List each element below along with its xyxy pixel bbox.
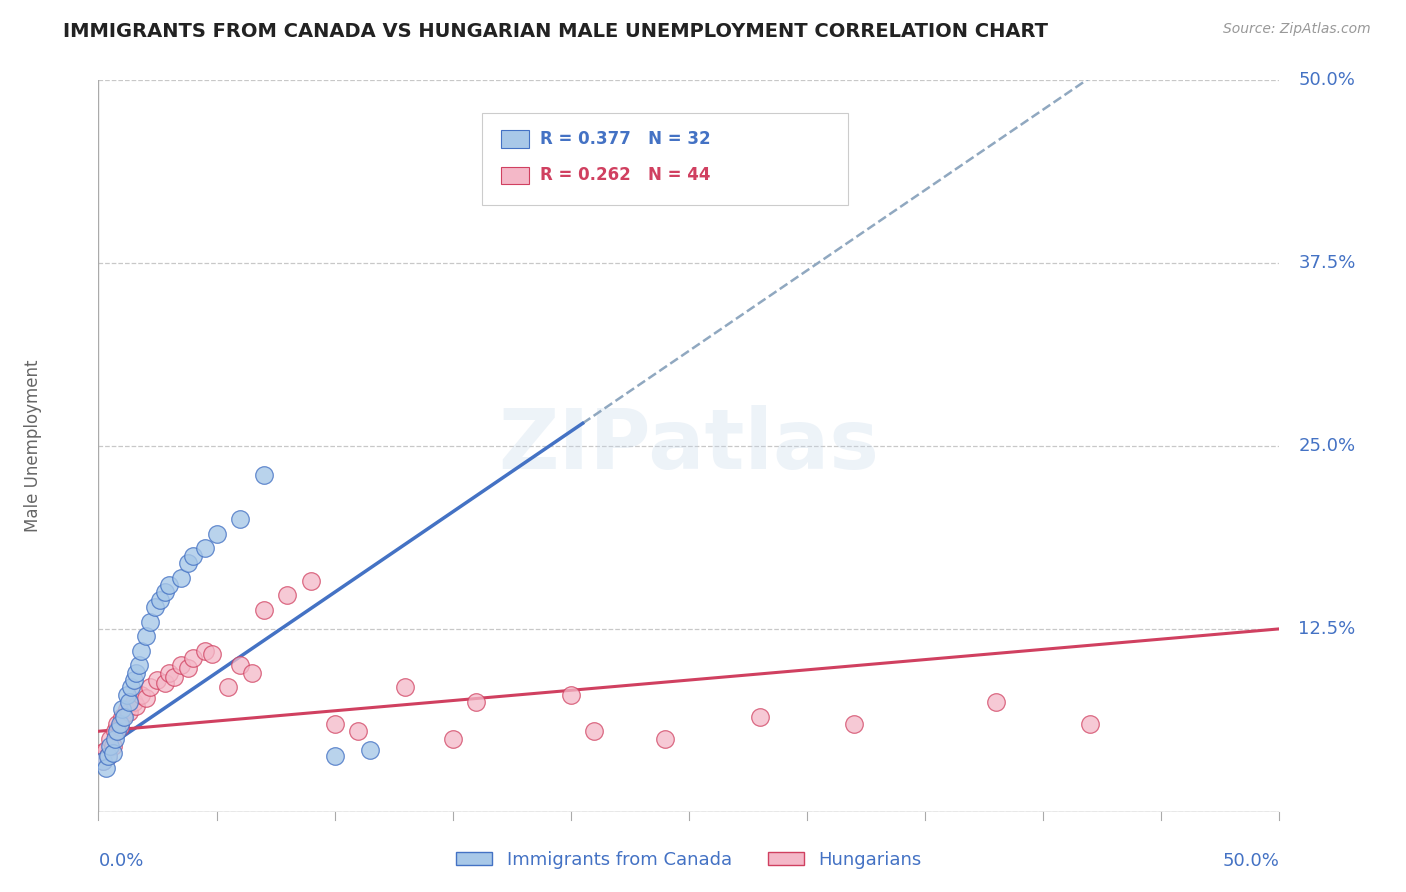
Point [323, 717, 346, 731]
Point [139, 615, 162, 629]
Point [139, 681, 162, 695]
Point [149, 592, 172, 607]
Point [748, 709, 770, 723]
Text: R = 0.377   N = 32: R = 0.377 N = 32 [540, 130, 711, 148]
Text: 25.0%: 25.0% [1298, 437, 1355, 455]
Point [163, 670, 186, 684]
Point [323, 749, 346, 764]
Point [394, 681, 416, 695]
Point [135, 629, 157, 643]
Point [253, 603, 276, 617]
Text: Source: ZipAtlas.com: Source: ZipAtlas.com [1223, 22, 1371, 37]
Text: 37.5%: 37.5% [1298, 254, 1355, 272]
Point [654, 731, 676, 746]
Point [112, 709, 135, 723]
Point [105, 717, 128, 731]
Point [128, 658, 150, 673]
Point [94, 761, 117, 775]
Point [97, 749, 120, 764]
Point [118, 695, 141, 709]
Point [347, 724, 370, 739]
Point [98, 739, 121, 753]
Point [153, 585, 176, 599]
Text: 50.0%: 50.0% [1223, 852, 1279, 870]
Point [104, 731, 127, 746]
Point [98, 731, 121, 746]
Point [177, 661, 200, 675]
Point [91, 754, 114, 768]
Point [844, 717, 866, 731]
Point [118, 705, 141, 719]
Point [253, 468, 276, 483]
Point [129, 688, 152, 702]
Point [108, 717, 131, 731]
Text: 12.5%: 12.5% [1298, 620, 1355, 638]
Point [229, 658, 252, 673]
Point [157, 578, 180, 592]
Point [170, 571, 193, 585]
Point [177, 556, 200, 570]
Point [359, 743, 381, 757]
Text: Male Unemployment: Male Unemployment [24, 359, 42, 533]
Point [170, 658, 193, 673]
Point [101, 746, 124, 760]
Point [153, 676, 176, 690]
FancyBboxPatch shape [482, 113, 848, 204]
Point [583, 724, 606, 739]
Point [441, 731, 464, 746]
Point [115, 702, 138, 716]
Point [97, 749, 120, 764]
Point [125, 665, 148, 680]
FancyBboxPatch shape [501, 130, 530, 147]
Point [91, 754, 114, 768]
Point [111, 709, 134, 723]
Point [465, 695, 488, 709]
Point [201, 647, 224, 661]
Point [121, 681, 143, 695]
Point [135, 690, 157, 705]
Point [276, 588, 298, 602]
Point [194, 541, 217, 556]
Point [90, 746, 112, 760]
Text: 0.0%: 0.0% [98, 852, 143, 870]
Text: ZIPatlas: ZIPatlas [499, 406, 879, 486]
Point [181, 549, 204, 563]
Point [1080, 717, 1102, 731]
Text: 50.0%: 50.0% [1298, 71, 1355, 89]
Point [560, 688, 582, 702]
Point [111, 702, 134, 716]
Point [104, 724, 127, 739]
Point [146, 673, 169, 687]
Point [240, 665, 263, 680]
Point [205, 526, 228, 541]
Point [157, 665, 180, 680]
Point [115, 688, 138, 702]
Text: IMMIGRANTS FROM CANADA VS HUNGARIAN MALE UNEMPLOYMENT CORRELATION CHART: IMMIGRANTS FROM CANADA VS HUNGARIAN MALE… [63, 22, 1049, 41]
Point [194, 644, 217, 658]
Point [984, 695, 1007, 709]
Point [122, 673, 145, 687]
Point [129, 644, 152, 658]
Point [181, 651, 204, 665]
Point [94, 743, 117, 757]
Point [122, 695, 145, 709]
Text: R = 0.262   N = 44: R = 0.262 N = 44 [540, 167, 710, 185]
Legend: Immigrants from Canada, Hungarians: Immigrants from Canada, Hungarians [449, 844, 929, 876]
Point [105, 724, 128, 739]
FancyBboxPatch shape [501, 167, 530, 184]
Point [229, 512, 252, 526]
Point [108, 720, 131, 734]
Point [299, 574, 322, 588]
Point [125, 699, 148, 714]
Point [143, 599, 166, 614]
Point [217, 681, 239, 695]
Point [101, 739, 124, 753]
